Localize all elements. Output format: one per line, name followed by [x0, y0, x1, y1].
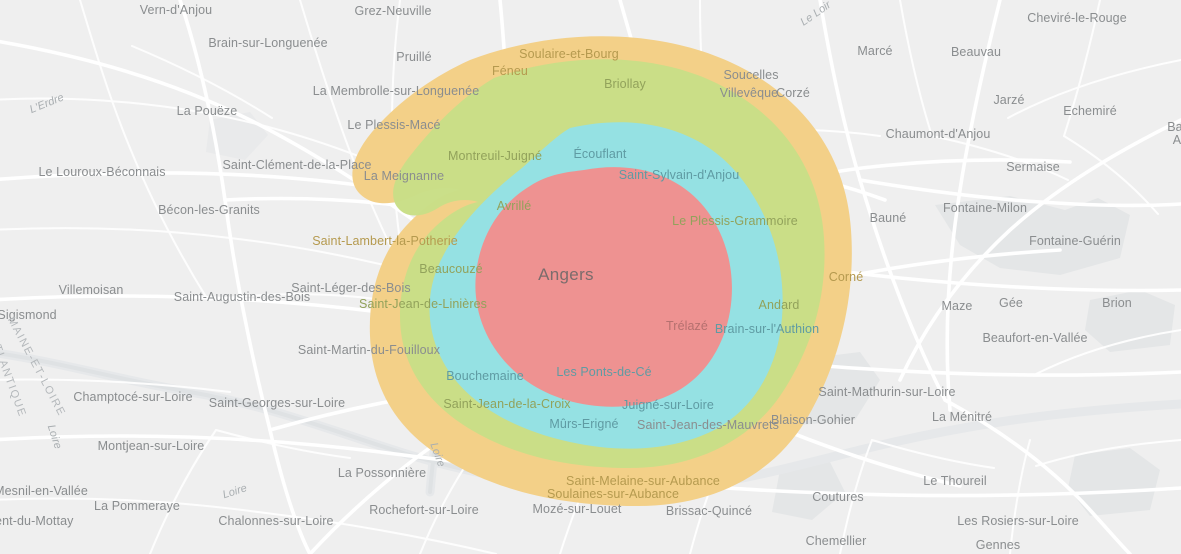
place-label: Chaumont-d'Anjou: [885, 126, 991, 141]
place-label: Juigné-sur-Loire: [622, 397, 714, 412]
place-label: Féneu: [492, 63, 528, 78]
place-label: Brain-sur-l'Authion: [714, 321, 820, 336]
place-label: Villemoisan: [58, 282, 124, 297]
place-label: Bauné: [869, 210, 907, 225]
place-label: Soulaire-et-Bourg: [519, 46, 619, 61]
place-label: Champtocé-sur-Loire: [73, 389, 193, 404]
place-label: Brissac-Quincé: [665, 503, 753, 518]
place-label: Les Ponts-de-Cé: [556, 364, 652, 379]
place-label: Soulaines-sur-Aubance: [546, 486, 680, 501]
place-label: Cheviré-le-Rouge: [1027, 10, 1127, 25]
city-label-angers: Angers: [538, 265, 594, 285]
place-label: Saint-Mathurin-sur-Loire: [818, 384, 956, 399]
place-label: Saint-Martin-du-Fouilloux: [297, 342, 441, 357]
place-label: Corzé: [776, 85, 810, 100]
place-label: A: [1172, 132, 1181, 147]
place-label: Avrillé: [496, 198, 532, 213]
place-label: Mozé-sur-Louet: [532, 501, 622, 516]
place-label: Le Plessis-Macé: [347, 117, 441, 132]
place-label: Andard: [758, 297, 800, 312]
place-label: Saint-Clément-de-la-Place: [222, 157, 372, 172]
place-label: Mûrs-Erigné: [549, 416, 619, 431]
place-label: Briollay: [604, 76, 646, 91]
place-label: Fontaine-Milon: [942, 200, 1028, 215]
place-label: Rochefort-sur-Loire: [369, 502, 479, 517]
place-label: Ba: [1167, 119, 1181, 134]
place-label: Bécon-les-Granits: [158, 202, 260, 217]
place-label: Mesnil-en-Vallée: [0, 483, 88, 498]
place-label: La Pommeraye: [94, 498, 180, 513]
place-label: Le Louroux-Béconnais: [38, 164, 166, 179]
place-label: Grez-Neuville: [354, 3, 432, 18]
place-label: Villevêque: [719, 85, 779, 100]
place-label: Jarzé: [993, 92, 1025, 107]
place-label: Écouflant: [573, 146, 627, 161]
place-label: Beaufort-en-Vallée: [982, 330, 1088, 345]
place-label: La Meignanne: [363, 168, 445, 183]
place-label: Le Thoureil: [923, 473, 987, 488]
place-label: Bouchemaine: [446, 368, 524, 383]
place-label: Gennes: [975, 537, 1021, 552]
place-label: Coutures: [812, 489, 864, 504]
place-label: Saint-Jean-de-la-Croix: [443, 396, 571, 411]
place-label: Marcé: [857, 43, 893, 58]
place-label: Montreuil-Juigné: [447, 148, 543, 163]
place-label: Fontaine-Guérin: [1029, 233, 1121, 248]
place-label: Vern-d'Anjou: [139, 2, 213, 17]
place-label: Brion: [1102, 295, 1132, 310]
place-label: La Ménitré: [931, 409, 993, 424]
place-label: Saint-Jean-des-Mauvrets: [637, 417, 779, 432]
place-label: Le Plessis-Grammoire: [672, 213, 798, 228]
place-label: Saint-Sylvain-d'Anjou: [618, 167, 740, 182]
place-label: Beaucouzé: [419, 261, 483, 276]
place-label: La Membrolle-sur-Longuenée: [312, 83, 480, 98]
place-label: Pruillé: [396, 49, 432, 64]
place-label: Beauvau: [950, 44, 1002, 59]
place-label: Saint-Melaine-sur-Aubance: [566, 473, 720, 488]
isochrone-band-core[interactable]: [475, 167, 732, 407]
place-label: La Possonnière: [337, 465, 427, 480]
place-label: Saint-Jean-de-Linières: [359, 296, 487, 311]
place-label: Maze: [941, 298, 973, 313]
place-label: Saint-Georges-sur-Loire: [208, 395, 346, 410]
place-label: Saint-Augustin-des-Bois: [173, 289, 311, 304]
place-label: Soucelles: [723, 67, 779, 82]
place-label: Sermaise: [1006, 159, 1060, 174]
place-label: Montjean-sur-Loire: [97, 438, 205, 453]
place-label: Saint-Léger-des-Bois: [291, 280, 411, 295]
place-label: Chemellier: [805, 533, 867, 548]
place-label: -t-Sigismond: [0, 307, 57, 322]
place-label: Les Rosiers-sur-Loire: [957, 513, 1079, 528]
place-label: Corné: [828, 269, 864, 284]
place-label: Saint-Lambert-la-Potherie: [312, 233, 458, 248]
place-label: Echemiré: [1063, 103, 1117, 118]
place-label: Gée: [999, 295, 1023, 310]
place-label: Brain-sur-Longuenée: [208, 35, 328, 50]
place-label: Blaison-Gohier: [770, 412, 856, 427]
place-label: Trélazé: [666, 318, 708, 333]
place-label: Chalonnes-sur-Loire: [218, 513, 334, 528]
place-label: La Pouëze: [176, 103, 238, 118]
